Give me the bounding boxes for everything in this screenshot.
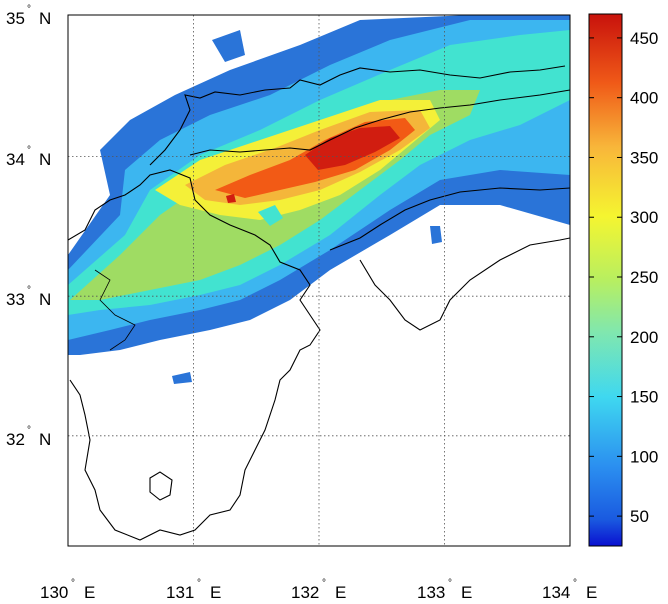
graticule — [68, 15, 570, 546]
kyushu-interior-boundary — [94, 269, 136, 351]
lat-label-34: 34 — [6, 150, 25, 169]
band-cyan-spot — [258, 205, 283, 226]
band-very-high — [305, 126, 400, 170]
lon-label-133: 133 — [417, 583, 445, 602]
lon-label-134-suffix: E — [586, 583, 597, 602]
lon-label-130: 130 — [40, 583, 68, 602]
colorbar-tick-label: 350 — [630, 148, 658, 167]
lat-label-33-suffix: N — [39, 290, 51, 309]
lat-label-34-degree: ° — [27, 145, 31, 156]
colorbar-tick-label: 450 — [630, 29, 658, 48]
lon-label-132-degree: ° — [322, 578, 326, 589]
coastlines — [68, 65, 570, 541]
colorbar-ticks: 50 100 150 200 250 300 350 400 450 — [589, 29, 658, 526]
colorbar: 50 100 150 200 250 300 350 400 450 — [588, 13, 658, 547]
lat-label-35: 35 — [6, 9, 25, 28]
lon-label-134: 134 — [542, 583, 570, 602]
band-very-high-spot — [226, 194, 236, 203]
colorbar-tick-label: 100 — [630, 447, 658, 466]
lon-label-132: 132 — [291, 583, 319, 602]
inland-sea-coast — [189, 89, 570, 156]
lon-label-134-degree: ° — [573, 578, 577, 589]
kyushu-coast — [68, 169, 321, 541]
colorbar-tick-label: 150 — [630, 388, 658, 407]
latitude-labels: 35 ° N 34 ° N 33 ° N 32 ° N — [6, 4, 51, 449]
shikoku-south-coast — [359, 237, 570, 331]
colorbar-tick-label: 250 — [630, 268, 658, 287]
honshu-coast-north — [149, 65, 566, 166]
lon-label-130-degree: ° — [71, 578, 75, 589]
lat-label-32-suffix: N — [39, 430, 51, 449]
lat-label-35-degree: ° — [27, 4, 31, 15]
lat-label-33: 33 — [6, 290, 25, 309]
lon-label-133-suffix: E — [461, 583, 472, 602]
lat-label-35-suffix: N — [39, 9, 51, 28]
colorbar-tick-label: 50 — [630, 507, 649, 526]
map-panel — [68, 15, 570, 546]
colorbar-tick-label: 400 — [630, 89, 658, 108]
lon-label-132-suffix: E — [335, 583, 346, 602]
longitude-labels: 130 ° E 131 ° E 132 ° E 133 ° E 134 ° E — [40, 578, 597, 602]
lon-label-131: 131 — [166, 583, 194, 602]
lon-label-131-degree: ° — [197, 578, 201, 589]
lat-label-32: 32 — [6, 430, 25, 449]
shikoku-coast — [329, 187, 570, 251]
band-lowest-patch-south — [172, 372, 192, 384]
peninsula-coast — [149, 471, 173, 501]
lon-label-130-suffix: E — [84, 583, 95, 602]
lon-label-133-degree: ° — [448, 578, 452, 589]
colorbar-tick-label: 300 — [630, 208, 658, 227]
lat-label-32-degree: ° — [27, 425, 31, 436]
colorbar-tick-label: 200 — [630, 328, 658, 347]
map-frame — [67, 14, 571, 547]
lon-label-131-suffix: E — [210, 583, 221, 602]
colorbar-gradient — [588, 13, 623, 547]
band-lowest-patch-east — [430, 226, 442, 244]
band-lowest-patch-north — [212, 30, 245, 62]
lat-label-33-degree: ° — [27, 285, 31, 296]
lat-label-34-suffix: N — [39, 150, 51, 169]
